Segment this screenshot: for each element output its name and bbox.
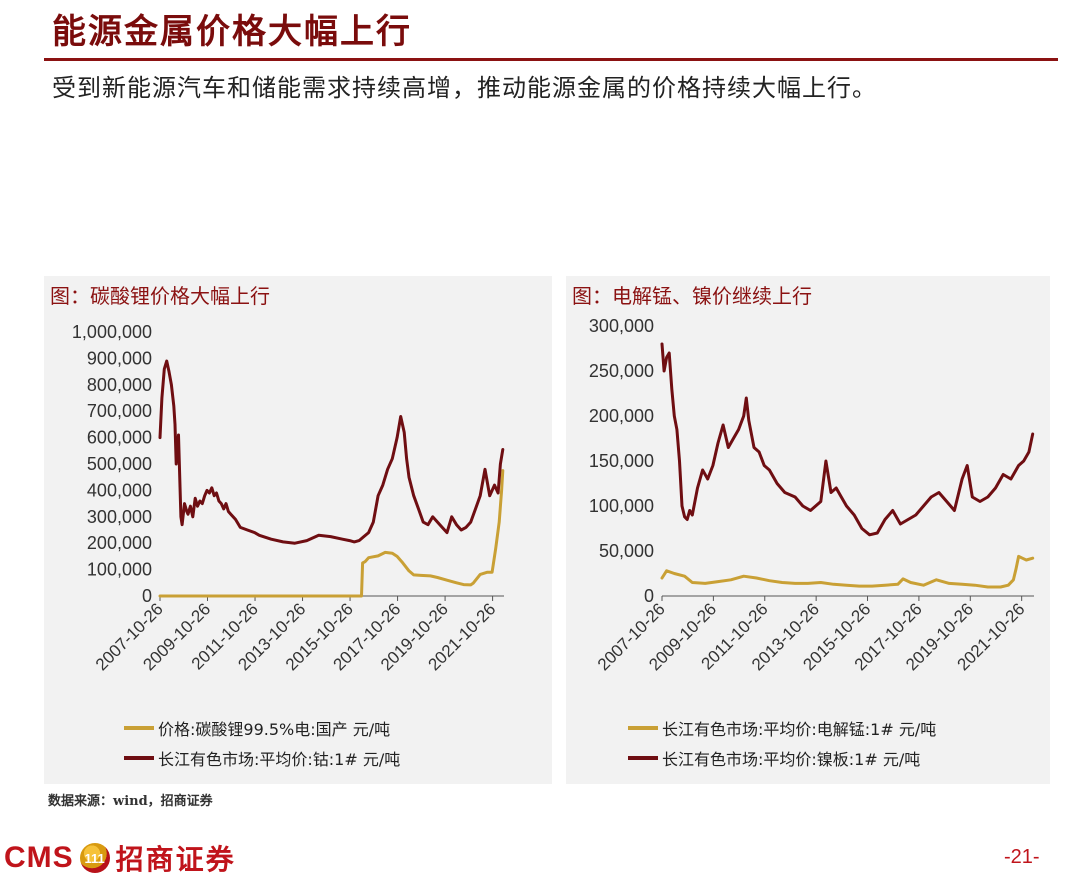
legend-label: 长江有色市场:平均价:镍板:1# 元/吨 <box>662 750 921 769</box>
legend-swatch <box>124 726 154 730</box>
logo-emblem-icon: 111 <box>79 843 110 873</box>
page-title: 能源金属价格大幅上行 <box>52 12 412 52</box>
page-subtitle: 受到新能源汽车和储能需求持续高增，推动能源金属的价格持续大幅上行。 <box>52 74 877 102</box>
y-tick-label: 250,000 <box>589 361 654 381</box>
y-tick-label: 100,000 <box>87 560 152 580</box>
page-number: -21- <box>1004 846 1040 868</box>
legend-swatch <box>124 756 154 760</box>
y-tick-label: 900,000 <box>87 348 152 368</box>
legend-item: 长江有色市场:平均价:电解锰:1# 元/吨 <box>628 716 936 740</box>
legend-label: 价格:碳酸锂99.5%电:国产 元/吨 <box>158 720 391 739</box>
chart-panel-lithium: 图：碳酸锂价格大幅上行 0 100,000 200,000 300,000 400,00… <box>44 276 552 784</box>
chart-manganese-nickel: 0 50,000 100,000 150,000 200,000 250,000 300,0… <box>589 316 1035 674</box>
series-line <box>158 359 505 545</box>
y-tick-label: 400,000 <box>87 480 152 500</box>
series-line <box>158 469 505 598</box>
logo-text: CMS <box>4 841 74 874</box>
company-name: 招商证券 <box>115 843 236 876</box>
chart-lithium-cobalt: 0 100,000 200,000 300,000 400,000 500,000 600,… <box>72 322 505 674</box>
series-line <box>660 342 1035 537</box>
y-tick-label: 700,000 <box>87 401 152 421</box>
legend-label: 长江有色市场:平均价:电解锰:1# 元/吨 <box>662 720 937 739</box>
y-tick-label: 800,000 <box>87 375 152 395</box>
data-source-note: 数据来源：wind，招商证券 <box>48 794 213 809</box>
logo-emblem-text: 111 <box>84 850 105 866</box>
legend-item: 长江有色市场:平均价:钴:1# 元/吨 <box>124 746 400 770</box>
title-divider <box>44 58 1058 61</box>
chart-title: 图：电解锰、镍价继续上行 <box>572 284 812 308</box>
company-logo: CMS 111 招商证券 <box>4 838 236 878</box>
y-tick-label: 200,000 <box>87 533 152 553</box>
chart-panel-manganese-nickel: 图：电解锰、镍价继续上行 0 50,000 100,000 150,000 200,00… <box>566 276 1050 784</box>
y-tick-label: 150,000 <box>589 451 654 471</box>
y-tick-label: 0 <box>644 586 654 606</box>
y-tick-label: 100,000 <box>589 496 654 516</box>
y-tick-label: 0 <box>142 586 152 606</box>
legend-swatch <box>628 756 658 760</box>
y-tick-label: 300,000 <box>87 507 152 527</box>
series-line <box>660 554 1035 589</box>
y-tick-label: 50,000 <box>599 541 654 561</box>
y-tick-label: 200,000 <box>589 406 654 426</box>
legend-label: 长江有色市场:平均价:钴:1# 元/吨 <box>158 750 401 769</box>
chart-title: 图：碳酸锂价格大幅上行 <box>50 284 270 308</box>
y-tick-label: 500,000 <box>87 454 152 474</box>
y-tick-label: 600,000 <box>87 428 152 448</box>
y-tick-label: 300,000 <box>589 316 654 336</box>
legend-item: 长江有色市场:平均价:镍板:1# 元/吨 <box>628 746 920 770</box>
legend-swatch <box>628 726 658 730</box>
y-tick-label: 1,000,000 <box>72 322 152 342</box>
legend-item: 价格:碳酸锂99.5%电:国产 元/吨 <box>124 716 390 740</box>
